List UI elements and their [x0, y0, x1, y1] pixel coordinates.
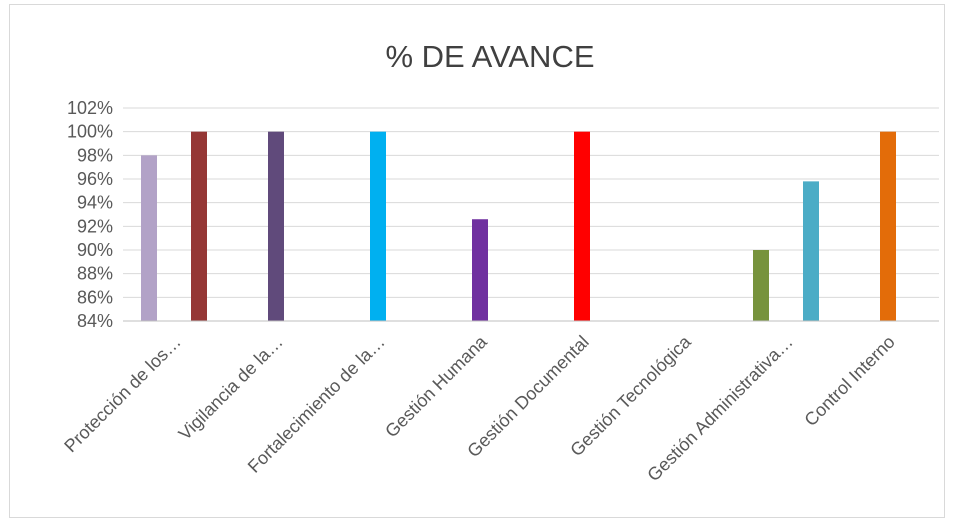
bar [268, 131, 284, 321]
bar [574, 131, 590, 321]
x-tick-label: Gestión Humana [381, 331, 491, 441]
y-tick-label: 98% [77, 145, 113, 165]
bar [472, 219, 488, 321]
chart-title: % DE AVANCE [385, 39, 594, 74]
y-tick-label: 88% [77, 264, 113, 284]
bar [753, 250, 769, 321]
bar-chart: % DE AVANCE 84% 86% 88% 90% 92% 94% 96% 98% 100%… [60, 39, 939, 485]
bar [191, 131, 207, 321]
x-tick-label: Vigilancia de la… [175, 332, 287, 444]
bar [141, 155, 157, 321]
bar [880, 131, 896, 321]
y-tick-label: 100% [67, 122, 113, 142]
x-tick-label: Control Interno [800, 332, 898, 430]
y-tick-label: 92% [77, 216, 113, 236]
y-tick-label: 96% [77, 169, 113, 189]
gridlines [123, 107, 939, 298]
y-axis-ticks: 84% 86% 88% 90% 92% 94% 96% 98% 100% 102% [67, 98, 113, 331]
y-tick-label: 86% [77, 287, 113, 307]
y-tick-label: 94% [77, 193, 113, 213]
bar [370, 131, 386, 321]
x-tick-label: Protección de los… [60, 332, 185, 457]
y-tick-label: 102% [67, 98, 113, 118]
bar-series [141, 131, 896, 321]
chart-area: % DE AVANCE 84% 86% 88% 90% 92% 94% 96% 98% 100%… [9, 4, 945, 518]
y-tick-label: 90% [77, 240, 113, 260]
x-axis-labels: Protección de los…Vigilancia de la…Forta… [60, 331, 899, 485]
y-tick-label: 84% [77, 311, 113, 331]
bar [803, 181, 819, 321]
